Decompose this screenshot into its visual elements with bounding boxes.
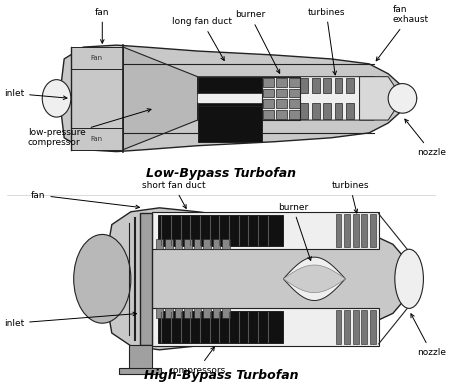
Polygon shape bbox=[175, 308, 182, 318]
Polygon shape bbox=[165, 240, 173, 249]
Text: inlet: inlet bbox=[4, 89, 67, 99]
Polygon shape bbox=[194, 308, 202, 318]
Polygon shape bbox=[140, 77, 388, 120]
Polygon shape bbox=[129, 345, 152, 372]
Polygon shape bbox=[213, 308, 220, 318]
Bar bbox=[289, 99, 300, 108]
Bar bbox=[289, 89, 300, 98]
Bar bbox=[276, 110, 287, 119]
Bar bbox=[346, 78, 354, 93]
Text: burner: burner bbox=[235, 10, 280, 73]
Bar bbox=[71, 128, 123, 150]
Text: Fan: Fan bbox=[90, 55, 103, 61]
Polygon shape bbox=[194, 240, 202, 249]
Text: turbines: turbines bbox=[331, 181, 369, 213]
Bar bbox=[353, 214, 359, 247]
Text: compressors: compressors bbox=[169, 347, 226, 375]
Polygon shape bbox=[284, 257, 345, 300]
Polygon shape bbox=[152, 308, 378, 346]
Bar bbox=[370, 310, 376, 344]
Text: low-pressure
compressor: low-pressure compressor bbox=[28, 109, 151, 147]
Text: inlet: inlet bbox=[4, 312, 136, 328]
Ellipse shape bbox=[42, 80, 71, 117]
Bar bbox=[353, 310, 359, 344]
Polygon shape bbox=[184, 240, 192, 249]
Polygon shape bbox=[222, 240, 230, 249]
Bar bbox=[344, 214, 350, 247]
Bar bbox=[312, 78, 320, 93]
Polygon shape bbox=[152, 212, 378, 249]
Polygon shape bbox=[360, 77, 402, 120]
Bar bbox=[289, 78, 300, 87]
Text: High-Bypass Turbofan: High-Bypass Turbofan bbox=[144, 369, 299, 382]
Bar bbox=[324, 103, 331, 119]
Text: long fan duct: long fan duct bbox=[172, 17, 232, 60]
Bar bbox=[263, 78, 274, 87]
Polygon shape bbox=[140, 213, 152, 345]
Polygon shape bbox=[165, 308, 173, 318]
Polygon shape bbox=[213, 240, 220, 249]
Bar bbox=[263, 89, 274, 98]
Bar bbox=[262, 77, 301, 120]
Bar bbox=[276, 99, 287, 108]
Bar bbox=[336, 310, 342, 344]
Ellipse shape bbox=[395, 249, 423, 308]
Text: fan
exhaust: fan exhaust bbox=[376, 5, 429, 61]
Polygon shape bbox=[119, 368, 162, 375]
Bar bbox=[336, 214, 342, 247]
Ellipse shape bbox=[74, 235, 131, 323]
Polygon shape bbox=[175, 240, 182, 249]
Polygon shape bbox=[59, 45, 417, 152]
Bar bbox=[198, 106, 262, 142]
Text: fan: fan bbox=[95, 7, 109, 43]
Bar bbox=[263, 99, 274, 108]
Polygon shape bbox=[203, 308, 211, 318]
Bar bbox=[301, 103, 308, 119]
Text: short fan duct: short fan duct bbox=[142, 181, 206, 208]
Polygon shape bbox=[123, 47, 198, 150]
Polygon shape bbox=[102, 208, 422, 350]
Bar bbox=[346, 103, 354, 119]
Polygon shape bbox=[198, 94, 262, 102]
Bar bbox=[361, 310, 367, 344]
Text: turbines: turbines bbox=[307, 7, 345, 75]
Bar bbox=[158, 215, 284, 246]
Polygon shape bbox=[284, 265, 345, 293]
Text: burner: burner bbox=[278, 203, 311, 260]
Bar bbox=[361, 214, 367, 247]
Bar bbox=[335, 103, 342, 119]
Text: fan: fan bbox=[31, 190, 140, 209]
Text: Fan: Fan bbox=[90, 136, 103, 142]
Bar bbox=[344, 310, 350, 344]
Bar bbox=[370, 214, 376, 247]
Bar bbox=[276, 78, 287, 87]
Bar bbox=[198, 77, 262, 112]
Text: nozzle: nozzle bbox=[405, 119, 446, 157]
Text: Low-Bypass Turbofan: Low-Bypass Turbofan bbox=[146, 167, 297, 180]
Bar bbox=[324, 78, 331, 93]
Bar bbox=[289, 110, 300, 119]
Bar bbox=[158, 312, 284, 343]
Bar bbox=[301, 78, 308, 93]
Polygon shape bbox=[156, 308, 163, 318]
Bar bbox=[312, 103, 320, 119]
Polygon shape bbox=[184, 308, 192, 318]
Bar bbox=[335, 78, 342, 93]
Bar bbox=[71, 47, 123, 69]
Text: nozzle: nozzle bbox=[411, 314, 446, 357]
Ellipse shape bbox=[388, 84, 417, 113]
Polygon shape bbox=[156, 240, 163, 249]
Polygon shape bbox=[222, 308, 230, 318]
Bar bbox=[276, 89, 287, 98]
Bar bbox=[263, 110, 274, 119]
Polygon shape bbox=[203, 240, 211, 249]
